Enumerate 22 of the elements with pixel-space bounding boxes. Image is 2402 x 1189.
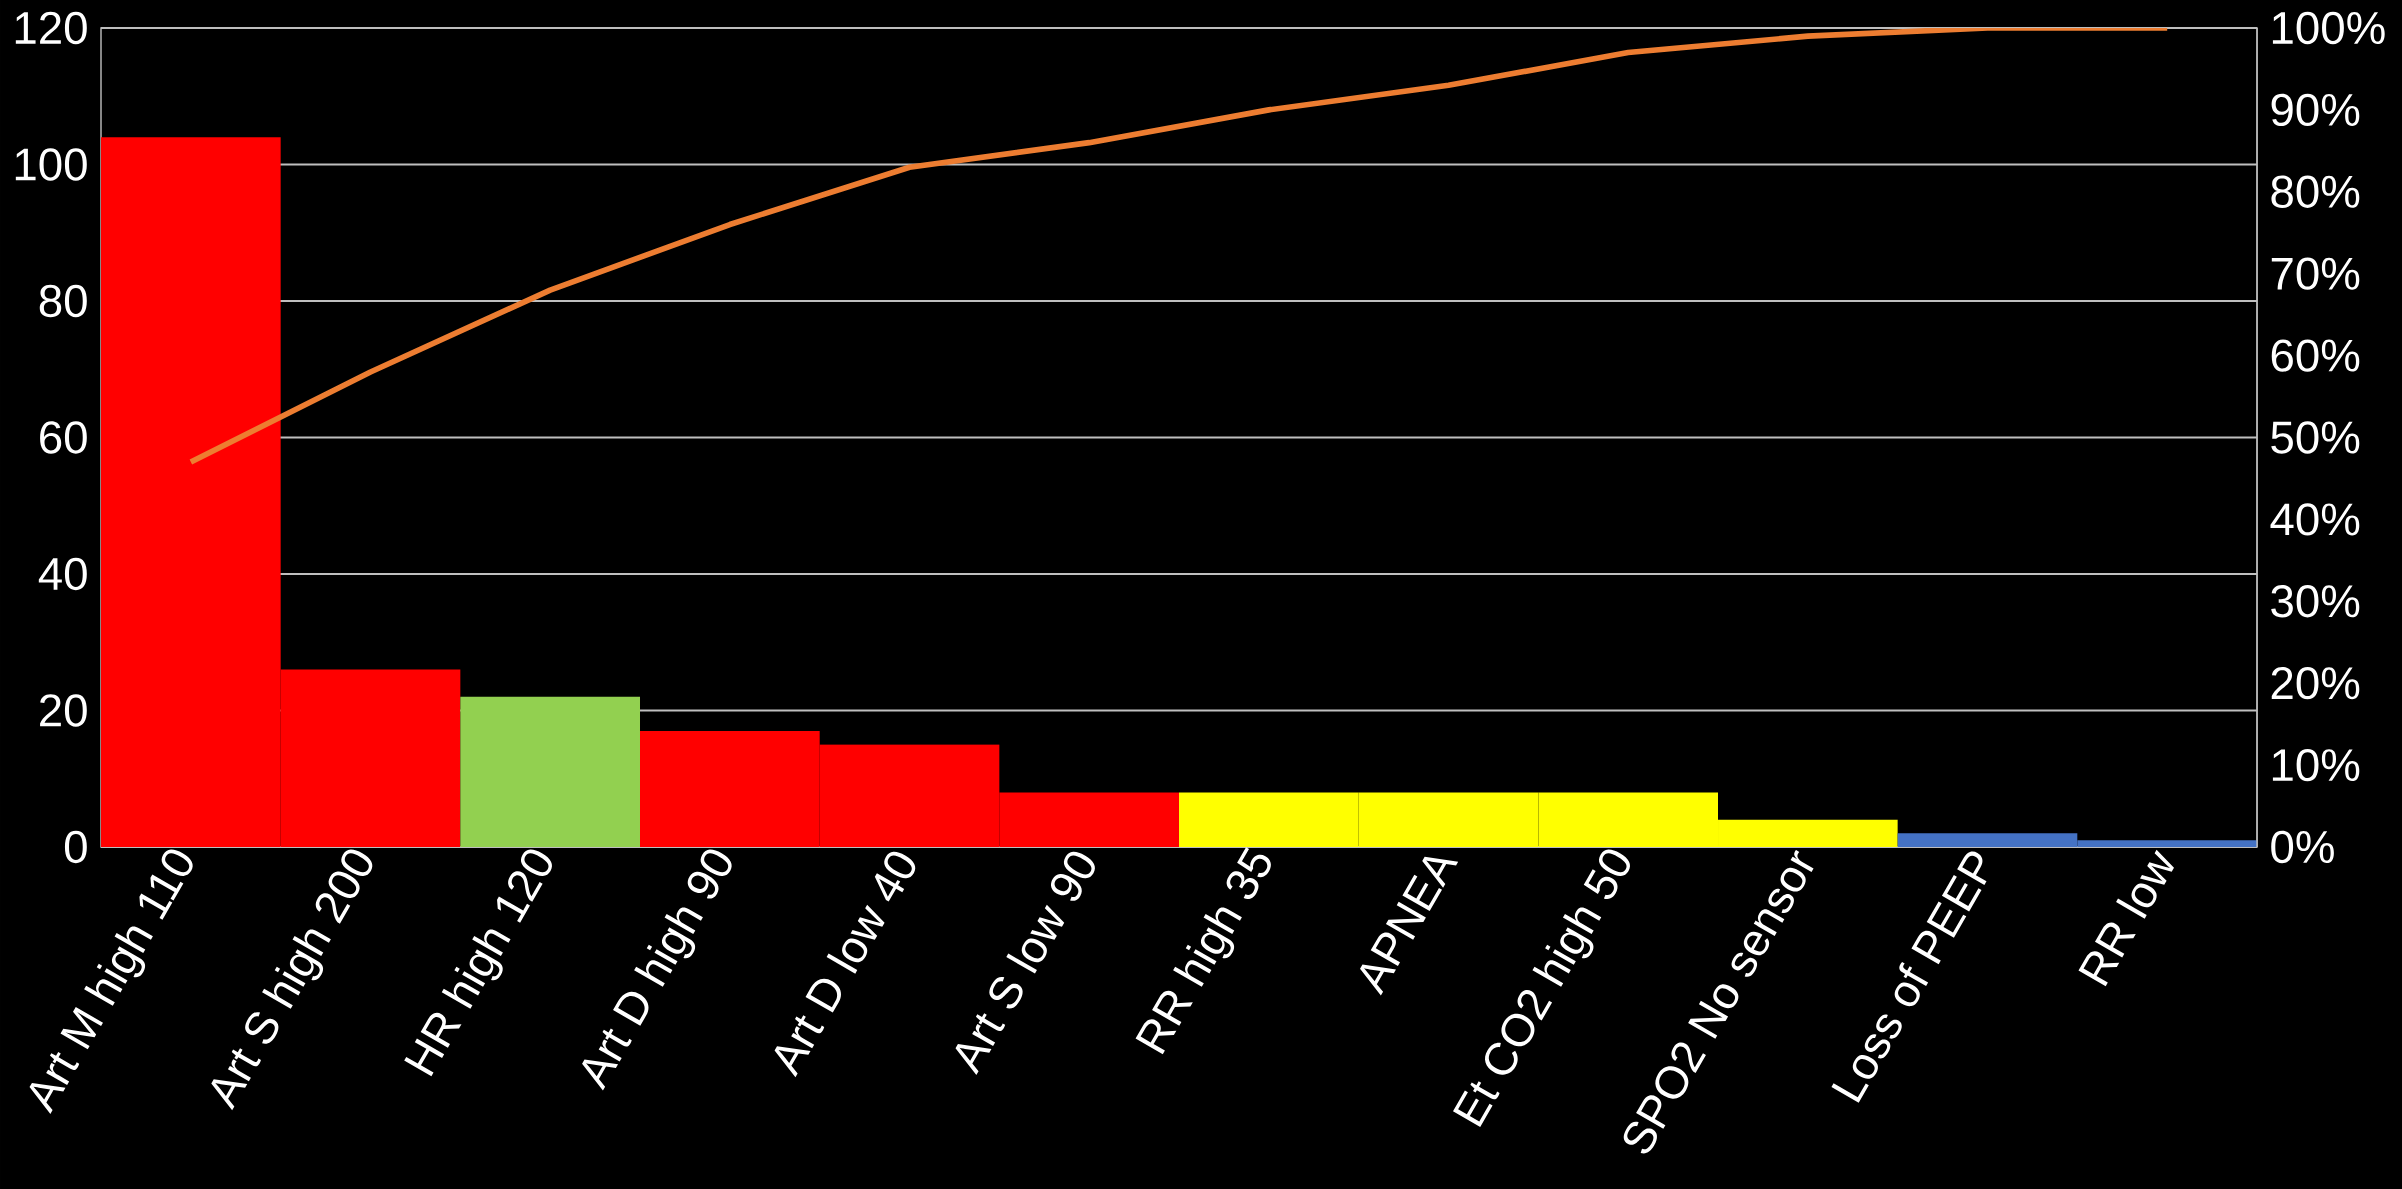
y2-tick-label: 50% (2271, 421, 2360, 454)
y2-tick-label: 100% (2272, 11, 2385, 45)
y-tick-label: 120 (15, 11, 87, 45)
y2-tick-label: 10% (2272, 748, 2360, 782)
y2-tick-label: 60% (2271, 339, 2360, 372)
y-tick-label: 60 (40, 421, 87, 454)
y2-tick-label: 70% (2271, 257, 2360, 290)
x-tick-label: RR low (2078, 849, 2174, 987)
y-tick-label: 0 (64, 830, 87, 864)
y-tick-label: 100 (15, 148, 87, 181)
x-tick-label: Art S low 90 (955, 851, 1095, 1076)
bar (460, 696, 641, 847)
y2-tick-label: 90% (2271, 93, 2360, 127)
y2-tick-label: 20% (2271, 667, 2360, 700)
y-tick-label: 40 (38, 557, 87, 591)
x-tick-label: Art D low 40 (774, 851, 916, 1078)
y2-tick-label: 30% (2271, 585, 2360, 618)
y-tick-label: 80 (39, 284, 87, 318)
y2-tick-label: 80% (2271, 175, 2360, 208)
y-tick-label: 20 (40, 694, 87, 727)
y2-tick-label: 40% (2270, 503, 2360, 536)
y2-tick-label: 0% (2271, 830, 2334, 864)
